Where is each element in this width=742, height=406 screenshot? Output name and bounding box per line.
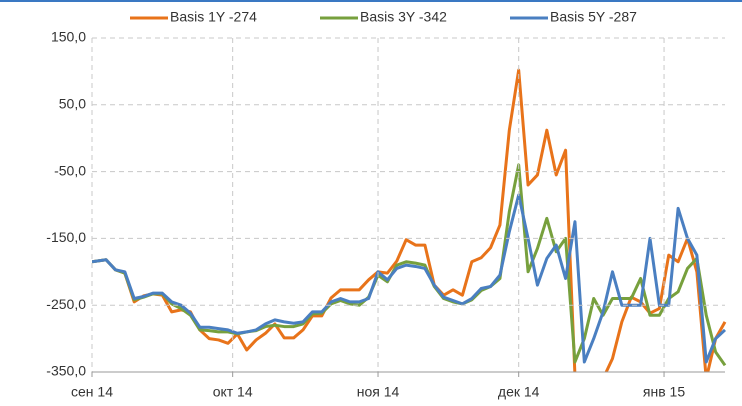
y-tick-label: -150,0	[46, 229, 86, 245]
top-border	[0, 0, 742, 2]
x-tick-label: янв 15	[643, 384, 685, 400]
y-tick-label: 150,0	[51, 29, 86, 45]
x-tick-label: сен 14	[71, 384, 113, 400]
series-line	[92, 193, 727, 364]
y-tick-label: -50,0	[54, 162, 86, 178]
legend-label: Basis 1Y -274	[170, 9, 257, 25]
series-line	[92, 68, 727, 372]
x-tick-label: окт 14	[213, 384, 253, 400]
y-tick-label: 50,0	[59, 96, 86, 112]
x-tick-label: дек 14	[498, 384, 540, 400]
plot-area	[92, 68, 727, 372]
x-tick-label: ноя 14	[357, 384, 400, 400]
y-tick-label: -350,0	[46, 363, 86, 379]
legend-label: Basis 5Y -287	[550, 9, 637, 25]
legend-label: Basis 3Y -342	[360, 9, 447, 25]
y-tick-label: -250,0	[46, 296, 86, 312]
